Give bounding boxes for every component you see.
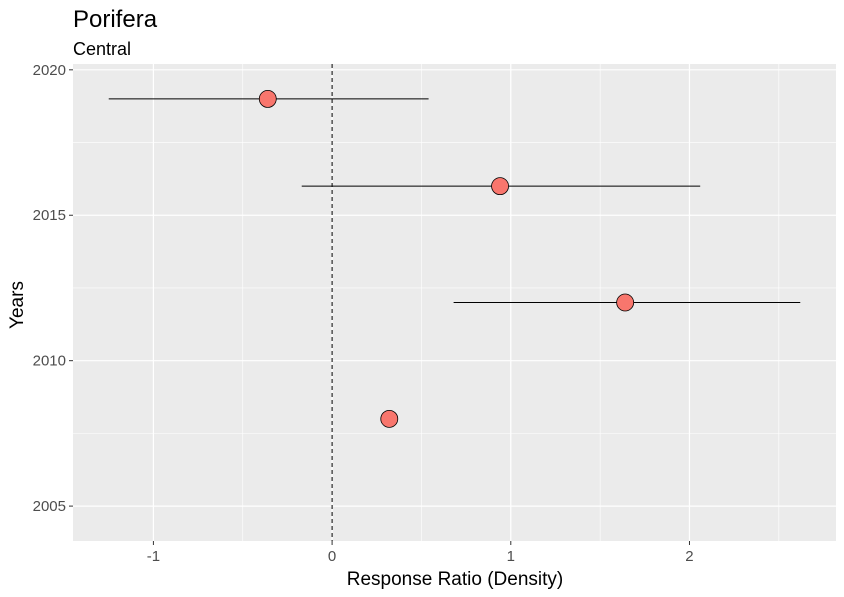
data-point [616,293,635,312]
x-tick-label: 2 [685,548,693,565]
y-tick-label: 2020 [33,62,66,79]
x-tick-label: 1 [507,548,515,565]
y-tick-label: 2015 [33,207,66,224]
data-point [491,177,509,196]
tick-labels: -1 0 1 2 2005 2010 2015 2020 [33,62,694,565]
y-tick-label: 2005 [33,498,66,515]
data-point [258,90,277,108]
x-tick-label: -1 [147,548,160,565]
chart-subtitle: Central [73,39,131,59]
chart-title: Porifera [73,6,158,33]
x-tick-label: 0 [328,548,336,565]
point-layer [258,90,635,428]
y-tick-label: 2010 [33,353,66,370]
axis-ticks [69,69,690,545]
x-axis-title: Response Ratio (Density) [347,569,563,590]
y-axis-title: Years [7,281,28,329]
data-point [380,409,399,428]
